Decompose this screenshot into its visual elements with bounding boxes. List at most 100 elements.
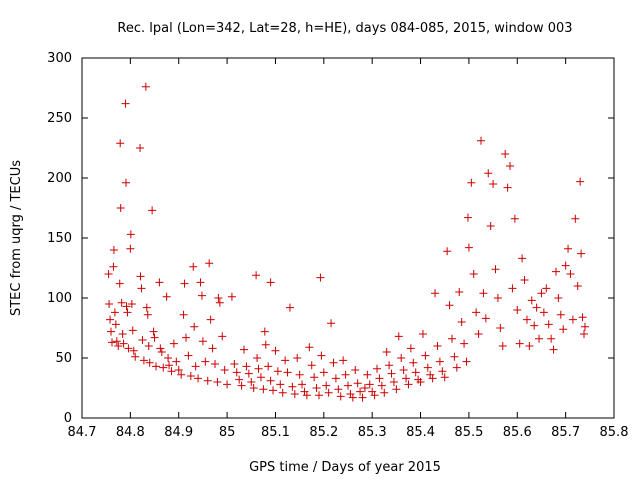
data-point-marker [438, 367, 447, 376]
data-point-marker [428, 374, 437, 383]
data-point-marker [564, 244, 573, 253]
data-point-marker [510, 214, 519, 223]
y-tick-label: 0 [64, 411, 72, 426]
data-point-marker [348, 393, 357, 402]
data-point-marker [360, 384, 369, 392]
data-point-marker [201, 357, 210, 366]
data-point-marker [460, 339, 469, 348]
data-point-marker [370, 391, 379, 400]
data-point-marker [155, 278, 164, 287]
data-point-marker [196, 278, 205, 287]
data-point-marker [141, 82, 150, 91]
data-point-marker [112, 337, 121, 346]
data-point-marker [214, 294, 223, 302]
data-point-marker [322, 381, 331, 390]
data-point-marker [105, 300, 114, 308]
data-point-marker [109, 262, 118, 271]
data-point-marker [180, 279, 189, 288]
data-point-marker [314, 391, 323, 400]
data-point-marker [479, 289, 488, 298]
data-point-marker [139, 356, 148, 365]
data-point-marker [273, 367, 282, 376]
data-point-marker [106, 315, 115, 324]
data-point-marker [197, 291, 206, 300]
data-point-marker [556, 310, 565, 319]
data-point-marker [227, 292, 236, 301]
data-point-marker [423, 363, 432, 372]
y-tick-label: 200 [47, 171, 72, 186]
data-point-marker [443, 247, 452, 256]
data-point-marker [138, 336, 147, 344]
data-point-marker [218, 332, 227, 341]
data-point-marker [264, 362, 273, 371]
data-point-marker [261, 340, 270, 349]
data-point-marker [249, 384, 258, 392]
data-point-marker [341, 370, 350, 379]
data-point-marker [397, 354, 406, 362]
data-point-marker [254, 364, 263, 373]
data-point-marker [450, 352, 459, 361]
x-tick-label: 85.7 [551, 425, 580, 440]
data-point-marker [159, 363, 168, 372]
x-tick-label: 85.1 [261, 425, 290, 440]
data-point-marker [411, 368, 420, 377]
data-point-marker [416, 378, 425, 386]
data-point-marker [409, 358, 418, 367]
data-point-marker [489, 180, 498, 188]
data-point-marker [148, 206, 157, 215]
data-point-marker [513, 306, 522, 314]
data-point-marker [542, 284, 551, 293]
data-point-marker [474, 330, 483, 338]
data-point-marker [577, 249, 586, 258]
data-point-marker [205, 259, 214, 268]
data-point-marker [580, 322, 589, 331]
data-point-marker [433, 342, 442, 350]
data-point-marker [190, 322, 199, 331]
data-point-marker [213, 378, 222, 386]
data-point-marker [223, 380, 232, 389]
data-point-marker [305, 343, 314, 352]
data-point-marker [162, 292, 171, 301]
data-point-marker [172, 357, 181, 366]
data-point-marker [358, 393, 367, 402]
data-point-marker [247, 378, 256, 386]
data-point-marker [539, 308, 548, 317]
data-point-marker [136, 272, 145, 281]
data-point-marker [486, 222, 495, 230]
x-tick-label: 85.6 [503, 425, 532, 440]
data-point-marker [150, 333, 159, 342]
data-point-marker [259, 385, 268, 394]
data-point-marker [469, 270, 478, 278]
data-point-marker [129, 346, 138, 355]
data-point-marker [573, 282, 582, 290]
data-point-marker [116, 139, 125, 148]
data-point-marker [179, 310, 188, 319]
data-point-marker [122, 302, 131, 311]
y-axis-ticks: 0 50 100 150 200 250 300 [47, 51, 614, 426]
data-point-marker [149, 327, 158, 336]
data-point-marker [537, 289, 546, 298]
data-point-marker [503, 183, 512, 192]
data-point-marker [107, 338, 116, 347]
data-point-marker [351, 366, 360, 374]
data-point-marker [157, 348, 166, 356]
data-point-marker [464, 243, 473, 252]
data-point-marker [123, 308, 132, 317]
data-point-marker [463, 213, 472, 222]
data-point-marker [145, 358, 154, 367]
data-point-marker [404, 380, 413, 389]
data-point-marker [506, 162, 515, 170]
data-point-marker [136, 144, 145, 152]
data-point-marker [285, 303, 294, 312]
data-point-marker [578, 313, 587, 322]
data-point-marker [189, 262, 198, 271]
data-point-marker [143, 310, 152, 319]
data-point-marker [266, 278, 275, 287]
data-point-marker [493, 294, 502, 302]
data-point-marker [447, 334, 456, 343]
data-point-marker [232, 368, 241, 377]
data-point-marker [544, 320, 553, 329]
x-tick-label: 85.4 [406, 425, 435, 440]
data-point-marker [293, 354, 302, 362]
